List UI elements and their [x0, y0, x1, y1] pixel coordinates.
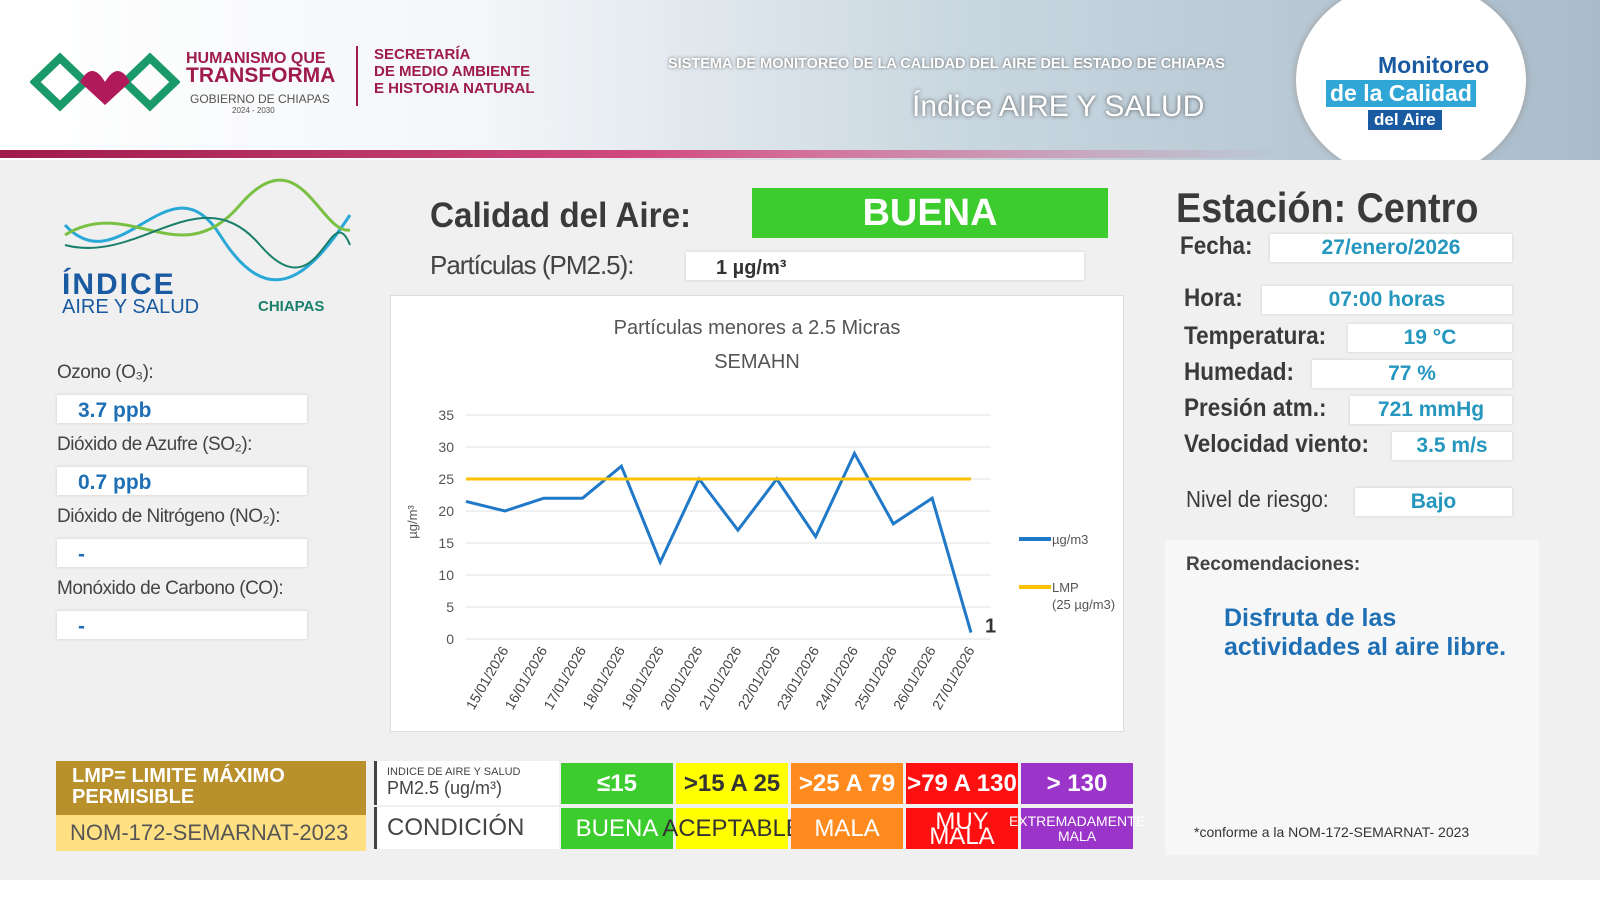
- scale-condition: MUY MALA: [906, 808, 1018, 849]
- y-tick-label: 15: [438, 535, 454, 551]
- legend-label: LMP: [1052, 580, 1079, 595]
- condition-label: CONDICIÓN: [374, 807, 559, 849]
- station-box: [1270, 234, 1512, 262]
- lmp-norm: NOM-172-SEMARNAT-2023: [56, 815, 366, 851]
- station-label: Hora:: [1184, 284, 1243, 312]
- data-label: 1: [985, 616, 996, 638]
- pollutant-box: [57, 611, 307, 639]
- gov-line4: 2024 - 2030: [232, 106, 275, 115]
- pm-box: [686, 252, 1084, 280]
- lmp-title: LMP= LIMITE MÁXIMO PERMISIBLE: [72, 765, 285, 808]
- station-label: Fecha:: [1180, 232, 1253, 260]
- pollutant-value: 3.7 ppb: [78, 399, 152, 422]
- pollutant-label: Dióxido de Nitrógeno (NO₂):: [57, 506, 281, 527]
- secretaria-line: SECRETARÍA: [374, 46, 471, 63]
- scale-range: >25 A 79: [791, 763, 903, 804]
- station-value: 07:00 horas: [1328, 288, 1446, 311]
- scale-range: >15 A 25: [676, 763, 788, 804]
- y-tick-label: 10: [438, 567, 454, 583]
- chart-title: Partículas menores a 2.5 Micras: [614, 317, 901, 339]
- gov-line2: TRANSFORMA: [186, 64, 336, 87]
- index-logo-waves: [63, 178, 352, 282]
- badge-line: del Aire: [1368, 110, 1442, 130]
- scale-header-line: PM2.5 (ug/m³): [387, 778, 503, 798]
- lmp-box: [56, 761, 366, 815]
- station-value: 77 %: [1388, 362, 1436, 385]
- station-box: [1350, 396, 1512, 424]
- station-box: [1312, 360, 1512, 388]
- recommendation: Disfruta de las actividades al aire libr…: [1224, 604, 1507, 661]
- station-label: Presión atm.:: [1184, 394, 1327, 422]
- index-logo-title: ÍNDICE: [62, 268, 176, 301]
- scale-range: > 130: [1021, 763, 1133, 804]
- gov-line3: GOBIERNO DE CHIAPAS: [190, 92, 330, 106]
- divider: [356, 46, 358, 106]
- pollutant-box: [57, 539, 307, 567]
- header-band: [0, 150, 1600, 158]
- scale-condition: EXTREMADAMENTE MALA: [1009, 808, 1145, 849]
- system-title: SISTEMA DE MONITOREO DE LA CALIDAD DEL A…: [668, 56, 1225, 72]
- scale-condition: BUENA: [561, 808, 673, 849]
- station-box: [1262, 286, 1512, 314]
- gov-logo: [30, 52, 180, 112]
- pm-label: Partículas (PM2.5):: [430, 250, 635, 280]
- pollutant-label: Monóxido de Carbono (CO):: [57, 578, 284, 599]
- station-box: [1392, 432, 1512, 460]
- quality-label: Calidad del Aire:: [430, 196, 692, 235]
- y-tick-label: 30: [438, 439, 454, 455]
- scale-condition: MALA: [791, 808, 903, 849]
- station-label: Velocidad viento:: [1184, 430, 1370, 458]
- pollutant-value: -: [78, 615, 85, 638]
- scale-condition: ACEPTABLE: [662, 808, 802, 849]
- station-title: Estación: Centro: [1176, 184, 1479, 231]
- legend-note: (25 µg/m3): [1052, 597, 1115, 612]
- scale-header: INDICE DE AIRE Y SALUD PM2.5 (ug/m³): [374, 761, 559, 805]
- badge-line: de la Calidad: [1326, 80, 1476, 107]
- y-tick-label: 5: [446, 599, 454, 615]
- pollutant-box: [57, 467, 307, 495]
- station-label: Humedad:: [1184, 358, 1295, 386]
- station-value: 27/enero/2026: [1321, 236, 1461, 259]
- station-box: [1355, 488, 1512, 516]
- station-value: 3.5 m/s: [1416, 434, 1488, 457]
- pollutant-box: [57, 395, 307, 423]
- secretaria: SECRETARÍA DE MEDIO AMBIENTE E HISTORIA …: [374, 46, 535, 97]
- gov-line1: HUMANISMO QUE: [186, 50, 326, 67]
- pollutant-label: Ozono (O₃):: [57, 362, 154, 383]
- pollutant-label: Dióxido de Azufre (SO₂):: [57, 434, 252, 455]
- y-tick-label: 25: [438, 471, 454, 487]
- secretaria-line: DE MEDIO AMBIENTE: [374, 63, 531, 80]
- index-logo-sub: AIRE Y SALUD: [62, 296, 200, 318]
- scale-header-line: INDICE DE AIRE Y SALUD: [387, 766, 521, 778]
- scale-range: >79 A 130: [906, 763, 1018, 804]
- station-value: 19 °C: [1403, 326, 1457, 349]
- badge-line: Monitoreo: [1378, 52, 1490, 78]
- chart-subtitle: SEMAHN: [714, 351, 800, 373]
- pollutant-value: 0.7 ppb: [78, 471, 152, 494]
- legend-label: µg/m3: [1052, 532, 1088, 547]
- y-axis-label: µg/m³: [405, 505, 420, 539]
- data-line: [465, 450, 973, 634]
- pm-value: 1 µg/m³: [716, 257, 787, 279]
- station-label: Nivel de riesgo:: [1186, 486, 1329, 512]
- station-value: Bajo: [1410, 490, 1457, 513]
- y-tick-label: 35: [438, 407, 454, 423]
- recommend-panel: [1165, 540, 1539, 855]
- scale-range: ≤15: [561, 763, 673, 804]
- secretaria-line: E HISTORIA NATURAL: [374, 80, 535, 97]
- index-logo-state: CHIAPAS: [258, 298, 325, 315]
- y-tick-label: 20: [438, 503, 454, 519]
- y-tick-label: 0: [446, 631, 454, 647]
- pollutant-value: -: [78, 543, 85, 566]
- chart: Partículas menores a 2.5 Micras SEMAHN µg/…: [390, 295, 1124, 732]
- station-box: [1348, 324, 1512, 352]
- header-title: Índice AIRE Y SALUD: [912, 90, 1205, 123]
- station-label: Temperatura:: [1184, 322, 1327, 350]
- recommend-label: Recomendaciones:: [1186, 554, 1361, 575]
- footnote: *conforme a la NOM-172-SEMARNAT- 2023: [1194, 824, 1470, 840]
- quality-value: BUENA: [752, 188, 1108, 238]
- station-value: 721 mmHg: [1377, 398, 1485, 421]
